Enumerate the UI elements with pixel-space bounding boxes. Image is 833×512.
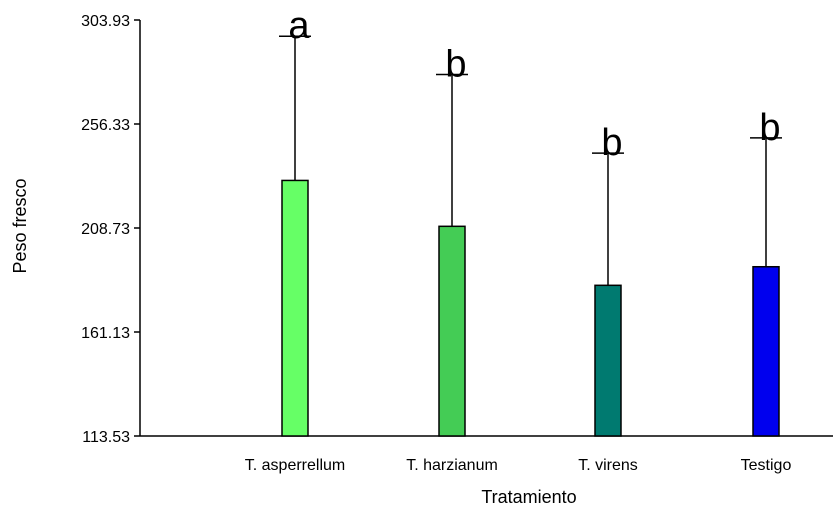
- x-tick-label: T. asperrellum: [245, 457, 345, 474]
- significance-letter: b: [759, 107, 780, 149]
- y-tick-label: 256.33: [81, 117, 130, 134]
- bar: [281, 179, 309, 437]
- x-axis: T. asperrellum T. harzianum T. virens Testi…: [140, 435, 833, 474]
- y-axis-title: Peso fresco: [10, 178, 30, 273]
- bar: [438, 225, 466, 437]
- significance-letter: b: [445, 43, 466, 85]
- significance-letters: a b b b: [288, 5, 780, 164]
- bar: [594, 284, 622, 437]
- x-tick-label: T. virens: [578, 457, 638, 474]
- y-axis: 113.53 161.13 208.73 256.33 303.93: [81, 13, 141, 446]
- error-bars: [279, 35, 782, 286]
- bars: [281, 179, 780, 437]
- significance-letter: a: [288, 5, 310, 47]
- y-tick-label: 161.13: [81, 325, 130, 342]
- y-tick-label: 303.93: [81, 13, 130, 30]
- significance-letter: b: [601, 122, 622, 164]
- x-axis-title: Tratamiento: [481, 487, 576, 507]
- y-tick-label: 208.73: [81, 221, 130, 238]
- y-tick-label: 113.53: [82, 429, 130, 446]
- bar: [752, 265, 780, 437]
- x-tick-label: Testigo: [741, 457, 792, 474]
- x-tick-label: T. harzianum: [406, 457, 498, 474]
